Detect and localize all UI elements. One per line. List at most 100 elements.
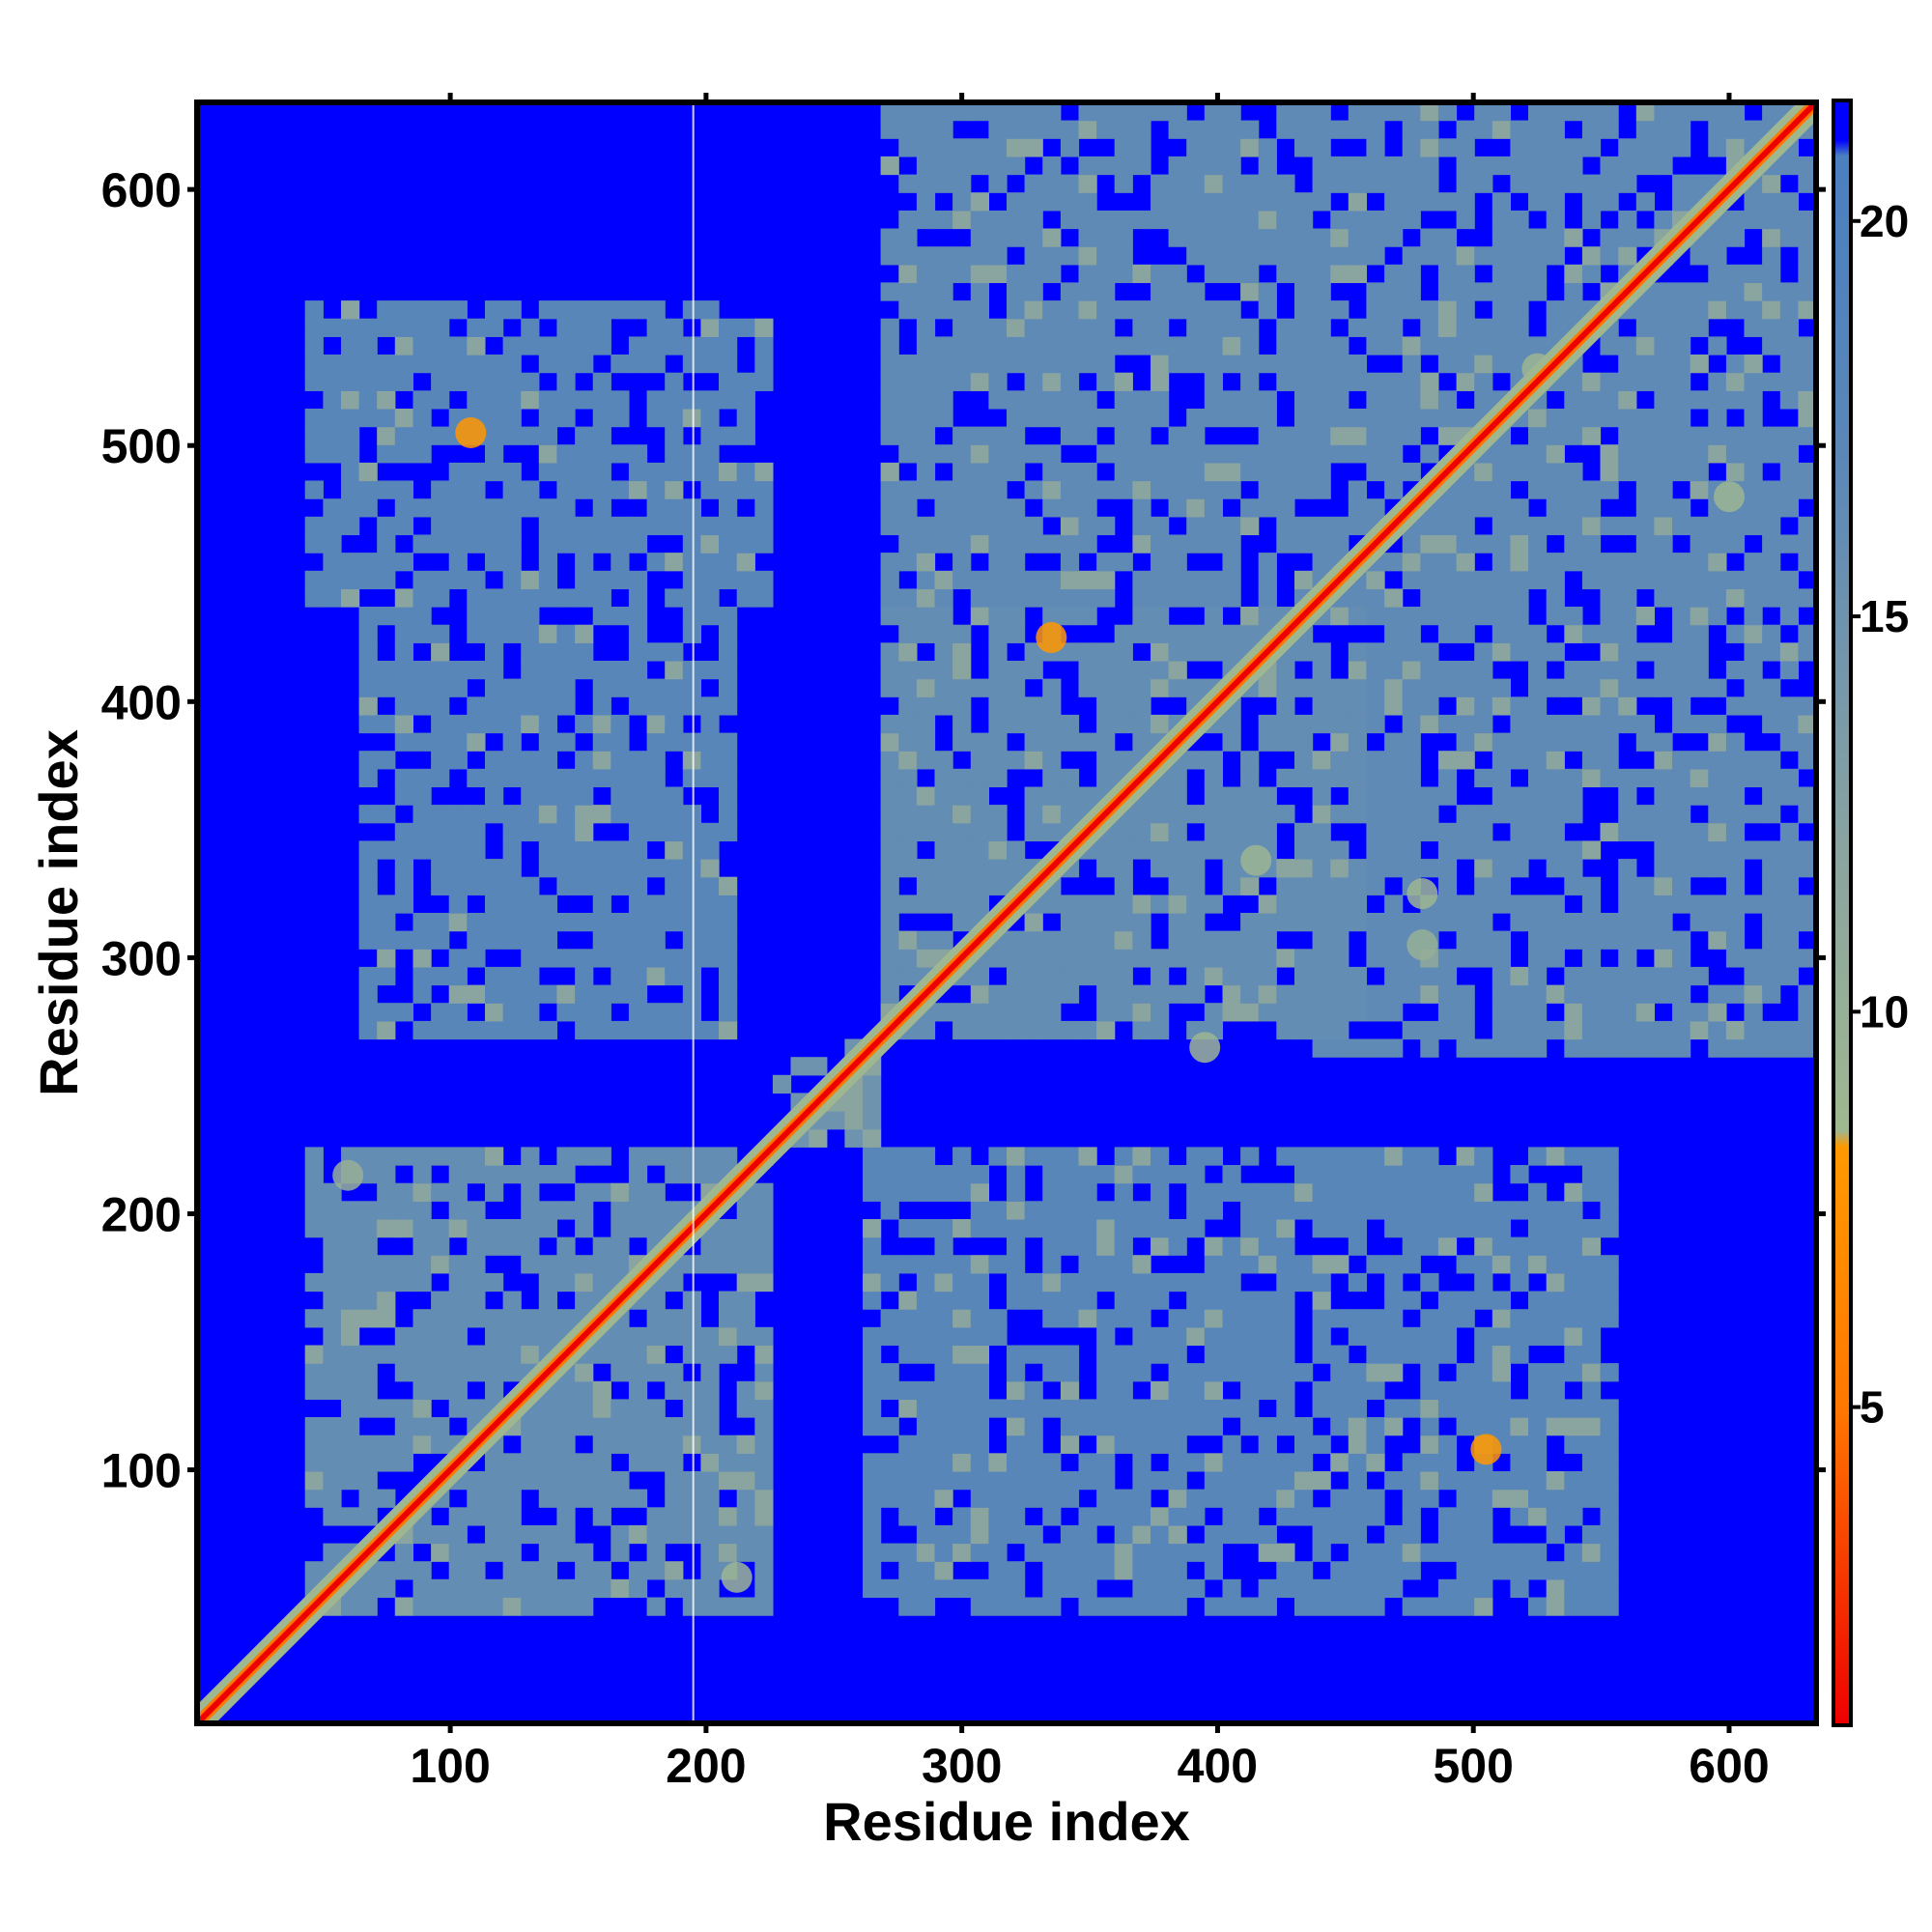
heatmap-cell xyxy=(467,498,486,518)
heatmap-cell xyxy=(1240,138,1260,157)
heatmap-cell xyxy=(1384,1038,1404,1058)
heatmap-cell xyxy=(952,300,972,320)
heatmap-cell xyxy=(575,1471,594,1491)
heatmap-cell xyxy=(898,768,918,788)
heatmap-cell xyxy=(1007,966,1026,986)
heatmap-cell xyxy=(1204,318,1224,337)
heatmap-cell xyxy=(1258,1291,1277,1310)
heatmap-cell xyxy=(1581,1417,1602,1436)
heatmap-cell xyxy=(1312,1309,1331,1328)
heatmap-cell xyxy=(467,1165,486,1184)
heatmap-cell xyxy=(394,1345,414,1364)
heatmap-cell xyxy=(1240,1309,1260,1328)
heatmap-cell xyxy=(467,696,486,716)
heatmap-cell xyxy=(754,1507,774,1526)
heatmap-cell xyxy=(628,624,648,643)
heatmap-cell xyxy=(1330,859,1350,878)
heatmap-cell xyxy=(502,570,522,590)
heatmap-cell xyxy=(1420,859,1439,878)
heatmap-cell xyxy=(1366,102,1385,122)
heatmap-cell xyxy=(431,1363,450,1382)
heatmap-cell xyxy=(611,355,630,374)
heatmap-cell xyxy=(665,1453,684,1472)
heatmap-cell xyxy=(1168,876,1187,895)
heatmap-cell xyxy=(916,444,936,464)
heatmap-cell xyxy=(1294,732,1314,752)
heatmap-cell xyxy=(1564,156,1583,176)
heatmap-cell xyxy=(1546,498,1565,518)
heatmap-cell xyxy=(682,534,702,554)
heatmap-cell xyxy=(1168,282,1187,301)
heatmap-cell xyxy=(1294,1507,1314,1526)
heatmap-cell xyxy=(1654,138,1673,157)
heatmap-cell xyxy=(1204,1417,1224,1436)
heatmap-cell xyxy=(1762,642,1781,662)
heatmap-cell xyxy=(1168,570,1187,590)
heatmap-cell xyxy=(1042,1309,1062,1328)
heatmap-cell xyxy=(898,534,918,554)
heatmap-cell xyxy=(646,355,666,374)
heatmap-cell xyxy=(575,553,594,572)
heatmap-cell xyxy=(719,913,738,932)
heatmap-cell xyxy=(1402,1561,1421,1580)
heatmap-cell xyxy=(1348,1507,1368,1526)
heatmap-cell xyxy=(556,588,576,608)
heatmap-cell xyxy=(502,840,522,860)
heatmap-cell xyxy=(1654,102,1673,122)
heatmap-cell xyxy=(1744,1003,1763,1022)
heatmap-cell xyxy=(1007,102,1026,122)
heatmap-cell xyxy=(1204,1597,1224,1616)
heatmap-cell xyxy=(575,1020,594,1040)
diagonal-contact-line xyxy=(197,102,1816,1723)
heatmap-cell xyxy=(1186,751,1206,770)
heatmap-cell xyxy=(1564,1020,1583,1040)
heatmap-cell xyxy=(916,751,936,770)
heatmap-cell xyxy=(1222,859,1241,878)
heatmap-cell xyxy=(1456,1380,1475,1401)
heatmap-cell xyxy=(988,1255,1008,1274)
heatmap-cell xyxy=(304,1489,324,1508)
heatmap-cell xyxy=(1635,318,1656,337)
heatmap-cell xyxy=(1078,1309,1097,1328)
heatmap-cell xyxy=(1635,192,1656,212)
heatmap-cell xyxy=(1114,1435,1133,1454)
heatmap-cell xyxy=(628,588,648,608)
heatmap-cell xyxy=(646,696,666,716)
heatmap-cell xyxy=(1618,696,1637,716)
heatmap-cell xyxy=(1168,895,1187,914)
heatmap-cell xyxy=(1708,984,1727,1004)
heatmap-cell xyxy=(1186,1543,1206,1562)
heatmap-cell xyxy=(1168,210,1187,230)
heatmap-cell xyxy=(1114,1255,1133,1274)
heatmap-cell xyxy=(1007,661,1026,680)
heatmap-cell xyxy=(485,1507,504,1526)
heatmap-cell xyxy=(1744,642,1763,662)
heatmap-cell xyxy=(1420,966,1439,986)
heatmap-cell xyxy=(1744,192,1763,212)
heatmap-cell xyxy=(412,1020,432,1040)
heatmap-cell xyxy=(1510,714,1529,734)
heatmap-cell xyxy=(502,1561,522,1580)
heatmap-cell xyxy=(412,768,432,788)
heatmap-cell xyxy=(1384,174,1404,193)
heatmap-cell xyxy=(1222,1272,1241,1293)
heatmap-cell xyxy=(1222,318,1241,337)
heatmap-cell xyxy=(1312,138,1331,157)
heatmap-cell xyxy=(1348,984,1368,1004)
heatmap-cell xyxy=(1042,949,1062,968)
heatmap-cell xyxy=(448,822,468,842)
heatmap-cell xyxy=(1528,840,1548,860)
heatmap-cell xyxy=(682,1291,702,1310)
heatmap-cell xyxy=(1492,805,1512,824)
heatmap-cell xyxy=(719,661,738,680)
heatmap-cell xyxy=(1474,1147,1493,1166)
heatmap-cell xyxy=(1510,1543,1529,1562)
heatmap-cell xyxy=(1294,372,1314,391)
heatmap-cell xyxy=(1546,516,1565,536)
heatmap-cell xyxy=(898,607,918,626)
heatmap-cell xyxy=(1132,607,1151,626)
heatmap-cell xyxy=(934,1255,953,1274)
heatmap-cell xyxy=(1437,984,1458,1004)
heatmap-cell xyxy=(1240,120,1260,139)
heatmap-cell xyxy=(880,1147,899,1166)
